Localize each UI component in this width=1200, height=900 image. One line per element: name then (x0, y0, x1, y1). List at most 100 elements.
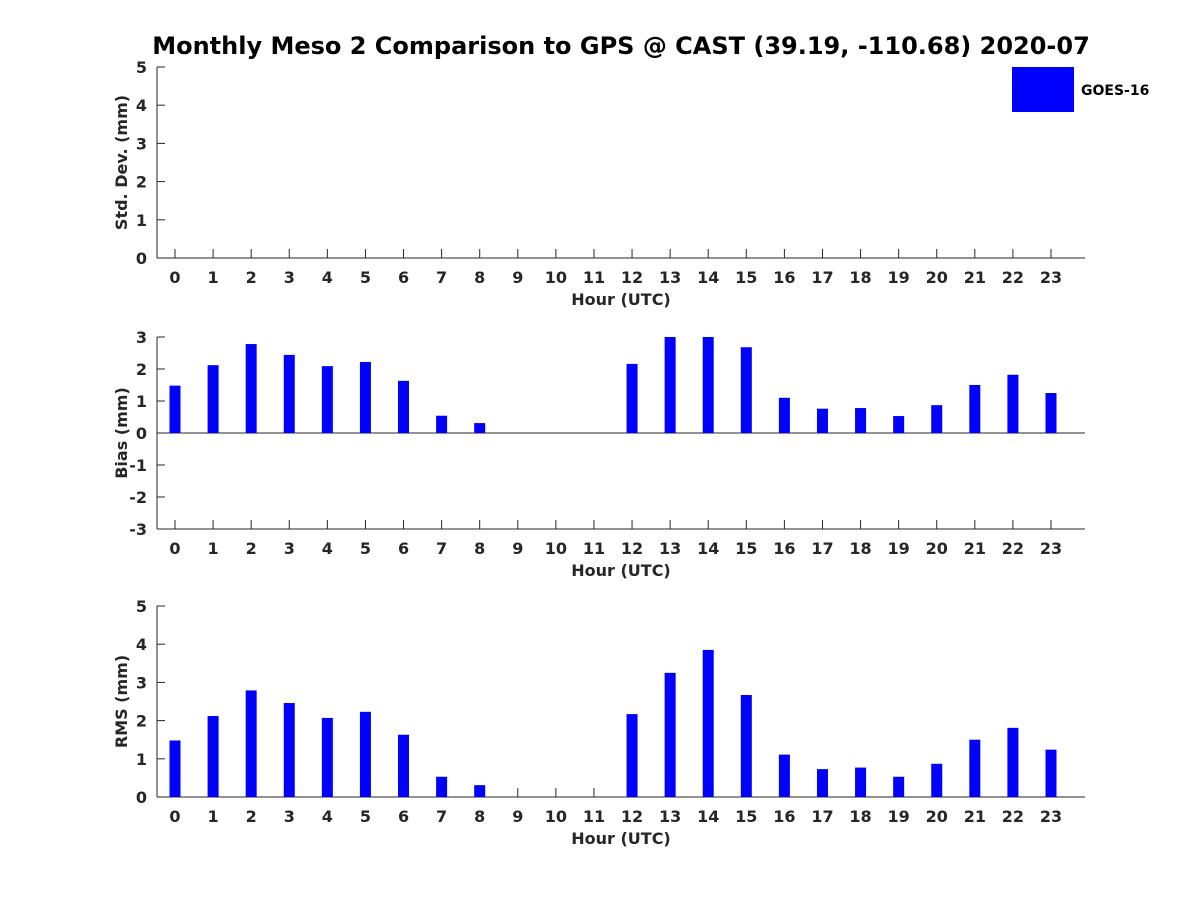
x-tick-label: 14 (697, 539, 719, 558)
x-tick-label: 13 (659, 807, 681, 826)
x-tick-label: 9 (512, 539, 523, 558)
x-tick-label: 0 (169, 539, 180, 558)
x-tick-label: 14 (697, 807, 719, 826)
y-tick-label: 5 (136, 597, 147, 616)
x-tick-label: 11 (583, 268, 605, 287)
bar (893, 416, 905, 433)
y-axis-label: RMS (mm) (112, 655, 131, 748)
x-tick-label: 19 (888, 268, 910, 287)
x-tick-label: 22 (1002, 807, 1024, 826)
x-tick-label: 16 (773, 268, 795, 287)
x-tick-label: 18 (849, 539, 871, 558)
x-tick-label: 4 (322, 539, 333, 558)
x-tick-label: 19 (888, 539, 910, 558)
x-tick-label: 7 (436, 539, 447, 558)
y-tick-label: 3 (136, 328, 147, 347)
x-tick-label: 13 (659, 539, 681, 558)
x-tick-label: 3 (284, 268, 295, 287)
x-axis-label: Hour (UTC) (571, 829, 671, 848)
bar (778, 754, 790, 797)
chart-title: Monthly Meso 2 Comparison to GPS @ CAST … (152, 32, 1090, 60)
x-tick-label: 21 (964, 807, 986, 826)
y-axis-label: Std. Dev. (mm) (112, 95, 131, 230)
x-tick-label: 3 (284, 807, 295, 826)
bar (283, 354, 295, 433)
y-tick-label: 2 (136, 712, 147, 731)
bar (1045, 749, 1057, 797)
x-tick-label: 5 (360, 807, 371, 826)
x-tick-label: 2 (246, 268, 257, 287)
x-tick-label: 16 (773, 539, 795, 558)
y-tick-label: -1 (129, 456, 147, 475)
x-tick-label: 20 (926, 268, 948, 287)
x-tick-label: 16 (773, 807, 795, 826)
legend: GOES-16 (1012, 67, 1149, 112)
x-tick-label: 22 (1002, 539, 1024, 558)
x-tick-label: 22 (1002, 268, 1024, 287)
bar (1007, 374, 1019, 433)
bar (816, 408, 828, 433)
bar (359, 361, 371, 433)
y-tick-label: 1 (136, 392, 147, 411)
x-tick-label: 1 (208, 539, 219, 558)
x-tick-label: 15 (735, 268, 757, 287)
x-tick-label: 11 (583, 807, 605, 826)
y-axis-label: Bias (mm) (112, 387, 131, 479)
x-tick-label: 9 (512, 268, 523, 287)
legend-label: GOES-16 (1081, 83, 1149, 99)
bar (855, 767, 867, 797)
x-tick-label: 2 (246, 807, 257, 826)
x-tick-label: 2 (246, 539, 257, 558)
x-tick-label: 17 (811, 268, 833, 287)
bar (398, 380, 410, 433)
bar (969, 739, 981, 797)
bar (931, 763, 943, 797)
bar (931, 405, 943, 433)
x-tick-label: 21 (964, 268, 986, 287)
y-tick-label: 0 (136, 424, 147, 443)
bar (664, 672, 676, 797)
x-tick-label: 12 (621, 268, 643, 287)
bar (969, 385, 981, 433)
x-tick-label: 23 (1040, 807, 1062, 826)
x-tick-label: 0 (169, 268, 180, 287)
x-tick-label: 21 (964, 539, 986, 558)
x-tick-label: 20 (926, 807, 948, 826)
x-tick-label: 15 (735, 807, 757, 826)
bar (702, 337, 714, 433)
bar (474, 423, 486, 433)
x-tick-label: 4 (322, 268, 333, 287)
x-tick-label: 17 (811, 539, 833, 558)
x-tick-label: 7 (436, 268, 447, 287)
x-tick-label: 15 (735, 539, 757, 558)
x-axis-label: Hour (UTC) (571, 561, 671, 580)
bar (855, 408, 867, 433)
bar (398, 734, 410, 797)
bar (1007, 727, 1019, 797)
bar (893, 776, 905, 797)
bar (169, 740, 181, 797)
y-tick-label: 1 (136, 211, 147, 230)
x-tick-label: 17 (811, 807, 833, 826)
bar (778, 397, 790, 433)
bar (359, 711, 371, 797)
x-tick-label: 18 (849, 268, 871, 287)
bar (664, 337, 676, 433)
y-tick-label: 5 (136, 58, 147, 77)
x-tick-label: 8 (474, 539, 485, 558)
bar (169, 385, 181, 433)
x-tick-label: 1 (208, 268, 219, 287)
x-tick-label: 0 (169, 807, 180, 826)
x-tick-label: 10 (545, 268, 567, 287)
bar (245, 690, 257, 797)
y-tick-label: 1 (136, 750, 147, 769)
bar (740, 695, 752, 797)
y-tick-label: 2 (136, 173, 147, 192)
x-tick-label: 12 (621, 539, 643, 558)
x-tick-label: 10 (545, 539, 567, 558)
x-tick-label: 6 (398, 807, 409, 826)
x-tick-label: 23 (1040, 268, 1062, 287)
x-tick-label: 3 (284, 539, 295, 558)
x-tick-label: 6 (398, 539, 409, 558)
